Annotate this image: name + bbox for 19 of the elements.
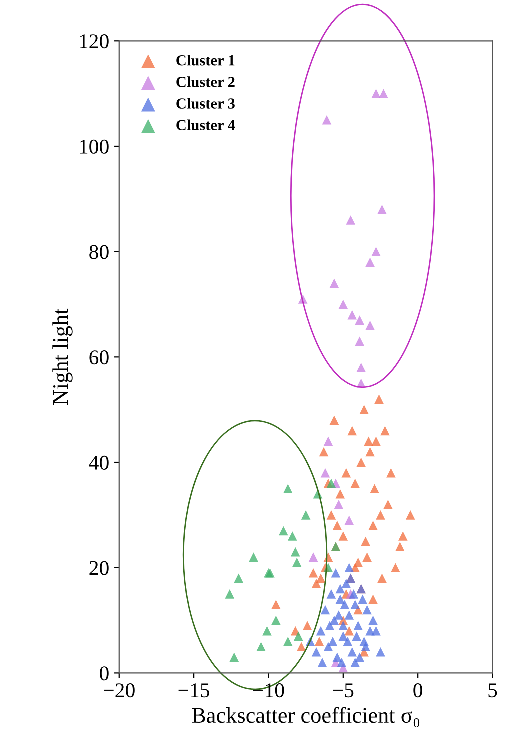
legend-label: Cluster 2: [176, 76, 235, 88]
x-tick-label: −15: [178, 684, 210, 698]
y-tick-label: 20: [90, 561, 109, 576]
y-tick-label: 100: [80, 140, 109, 154]
x-tick-label: 5: [488, 684, 498, 698]
x-tick-label: 0: [414, 684, 422, 698]
y-tick-label: 80: [90, 245, 109, 260]
y-tick-label: 0: [100, 666, 109, 681]
y-tick-label: 60: [90, 350, 109, 365]
y-tick-label: 120: [80, 34, 109, 49]
legend-label: Cluster 4: [176, 120, 236, 131]
legend-label: Cluster 3: [176, 98, 235, 109]
y-tick-label: 40: [89, 456, 109, 470]
x-tick-label: −10: [253, 684, 284, 698]
y-axis-title: Night light: [52, 308, 73, 405]
x-axis-title: Backscatter coefficient σ₀: [192, 707, 420, 728]
x-tick-label: −5: [333, 684, 354, 698]
x-tick-label: −20: [104, 684, 135, 698]
legend-label: Cluster 1: [176, 54, 235, 66]
